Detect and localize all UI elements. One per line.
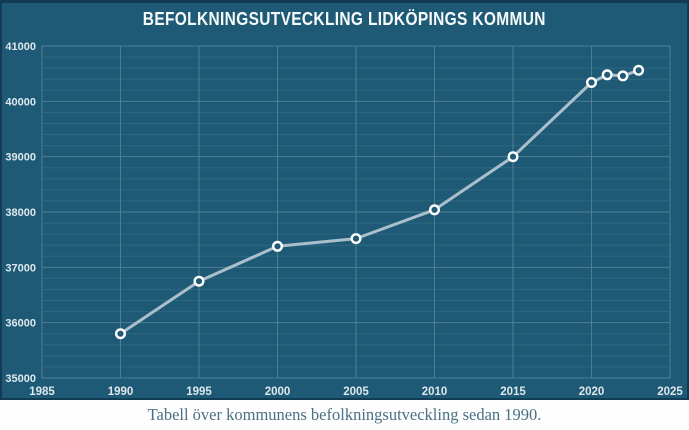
plot-border — [41, 45, 671, 379]
chart-caption: Tabell över kommunens befolkningsutveckl… — [147, 405, 542, 424]
y-axis-tick-label: 41000 — [5, 41, 36, 53]
data-point-marker — [272, 240, 284, 252]
x-axis-tick-label: 2000 — [265, 386, 291, 398]
data-point-marker — [350, 233, 362, 245]
chart-title: BEFOLKNINGSUTVECKLING LIDKÖPINGS KOMMUN — [142, 9, 546, 29]
population-line-chart: 35000 36000 37000 38000 39000 40000 41000 1985 1… — [5, 41, 683, 398]
y-axis-tick-label: 36000 — [5, 318, 36, 330]
y-axis-tick-label: 40000 — [5, 96, 36, 108]
x-axis-tick-label: 2020 — [579, 386, 605, 398]
x-axis-tick-label: 2010 — [422, 386, 448, 398]
y-axis-tick-label: 38000 — [5, 207, 36, 219]
data-point-marker — [601, 69, 613, 81]
population-series-line — [119, 68, 641, 336]
y-axis-tick-label: 37000 — [5, 262, 36, 274]
x-axis-tick-label: 2015 — [500, 386, 526, 398]
y-axis-tick-label: 35000 — [5, 373, 36, 385]
x-axis-tick-label: 1990 — [108, 386, 134, 398]
data-point-marker — [429, 204, 441, 216]
population-chart-panel: BEFOLKNINGSUTVECKLING LIDKÖPINGS KOMMUN … — [0, 0, 689, 400]
data-point-marker — [507, 151, 519, 163]
x-axis-tick-label: 1985 — [29, 386, 55, 398]
x-axis-tick-label: 2005 — [343, 386, 369, 398]
data-point-marker — [617, 70, 629, 82]
x-axis-tick-label: 2025 — [657, 386, 683, 398]
chart-title-wrap: BEFOLKNINGSUTVECKLING LIDKÖPINGS KOMMUN — [0, 9, 689, 30]
data-point-marker — [114, 328, 126, 340]
y-axis-tick-label: 39000 — [5, 152, 36, 164]
data-point-marker — [193, 275, 205, 287]
x-axis-tick-label: 1995 — [186, 386, 212, 398]
data-point-marker — [586, 76, 598, 88]
data-point-marker — [633, 64, 645, 76]
caption-bar: Tabell över kommunens befolkningsutveckl… — [0, 400, 689, 430]
